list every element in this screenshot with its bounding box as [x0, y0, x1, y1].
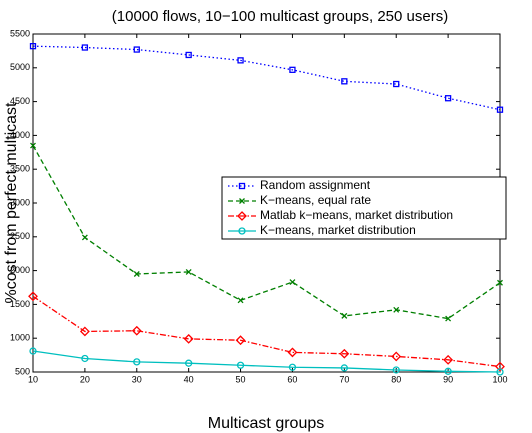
x-tick-label: 20	[80, 374, 90, 384]
x-tick-label: 100	[492, 374, 507, 384]
marker	[237, 211, 247, 221]
marker	[288, 363, 297, 371]
legend-label: Matlab k−means, market distribution	[260, 208, 453, 222]
marker	[496, 368, 504, 376]
marker	[133, 46, 140, 53]
y-tick-label: 5000	[10, 62, 30, 72]
legend-label: K−means, equal rate	[260, 193, 371, 207]
y-tick-label: 4000	[10, 130, 30, 140]
x-tick-label: 80	[391, 374, 401, 384]
y-tick-label: 5500	[10, 28, 30, 38]
marker	[81, 44, 89, 51]
marker	[185, 268, 192, 275]
marker	[445, 315, 452, 322]
series-line	[32, 295, 501, 368]
x-tick-label: 30	[132, 374, 142, 384]
marker	[81, 234, 88, 241]
legend-label: K−means, market distribution	[260, 223, 416, 237]
marker	[339, 348, 350, 359]
marker	[185, 51, 192, 59]
marker	[393, 306, 400, 313]
marker	[237, 297, 244, 304]
marker	[238, 182, 246, 190]
marker	[443, 354, 454, 365]
x-tick-label: 60	[287, 374, 297, 384]
legend-label: Random assignment	[260, 178, 371, 192]
y-tick-label: 3500	[10, 164, 30, 174]
marker	[237, 57, 244, 64]
marker	[289, 66, 296, 73]
marker	[133, 358, 141, 366]
marker	[497, 279, 503, 286]
chart-title: (10000 flows, 10−100 multicast groups, 2…	[112, 8, 448, 25]
marker	[28, 291, 38, 302]
marker	[29, 43, 37, 50]
marker	[183, 333, 194, 344]
x-tick-label: 40	[184, 374, 194, 384]
y-tick-label: 4500	[10, 96, 30, 106]
marker	[444, 95, 452, 102]
marker	[79, 326, 90, 337]
y-tick-label: 2500	[10, 231, 30, 241]
marker	[341, 312, 348, 319]
series-line	[32, 45, 501, 111]
x-tick-label: 10	[28, 374, 38, 384]
marker	[239, 198, 245, 204]
x-tick-label: 70	[339, 374, 349, 384]
marker	[131, 325, 142, 336]
marker	[392, 366, 400, 374]
marker	[444, 367, 452, 375]
marker	[287, 347, 298, 358]
y-tick-label: 1500	[10, 299, 30, 309]
y-tick-label: 500	[15, 366, 30, 376]
marker	[393, 80, 400, 88]
marker	[30, 142, 36, 149]
marker	[391, 351, 402, 362]
marker	[235, 335, 246, 346]
x-axis-label: Multicast groups	[208, 415, 325, 432]
marker	[185, 359, 193, 367]
marker	[341, 78, 348, 85]
marker	[133, 271, 140, 277]
series-line	[32, 145, 501, 320]
marker	[236, 361, 245, 369]
y-tick-label: 3000	[10, 197, 30, 207]
marker	[495, 361, 505, 372]
marker	[29, 347, 37, 355]
marker	[340, 364, 348, 372]
marker	[496, 106, 504, 113]
x-tick-label: 50	[236, 374, 246, 384]
marker	[289, 279, 296, 286]
y-axis-label: %cost from perfect multicast	[3, 102, 20, 304]
x-tick-label: 90	[443, 374, 453, 384]
marker	[238, 227, 246, 235]
marker	[81, 354, 89, 363]
legend-box	[221, 176, 507, 240]
y-tick-label: 1000	[10, 333, 30, 343]
y-tick-label: 2000	[10, 265, 30, 275]
series-line	[32, 350, 501, 373]
